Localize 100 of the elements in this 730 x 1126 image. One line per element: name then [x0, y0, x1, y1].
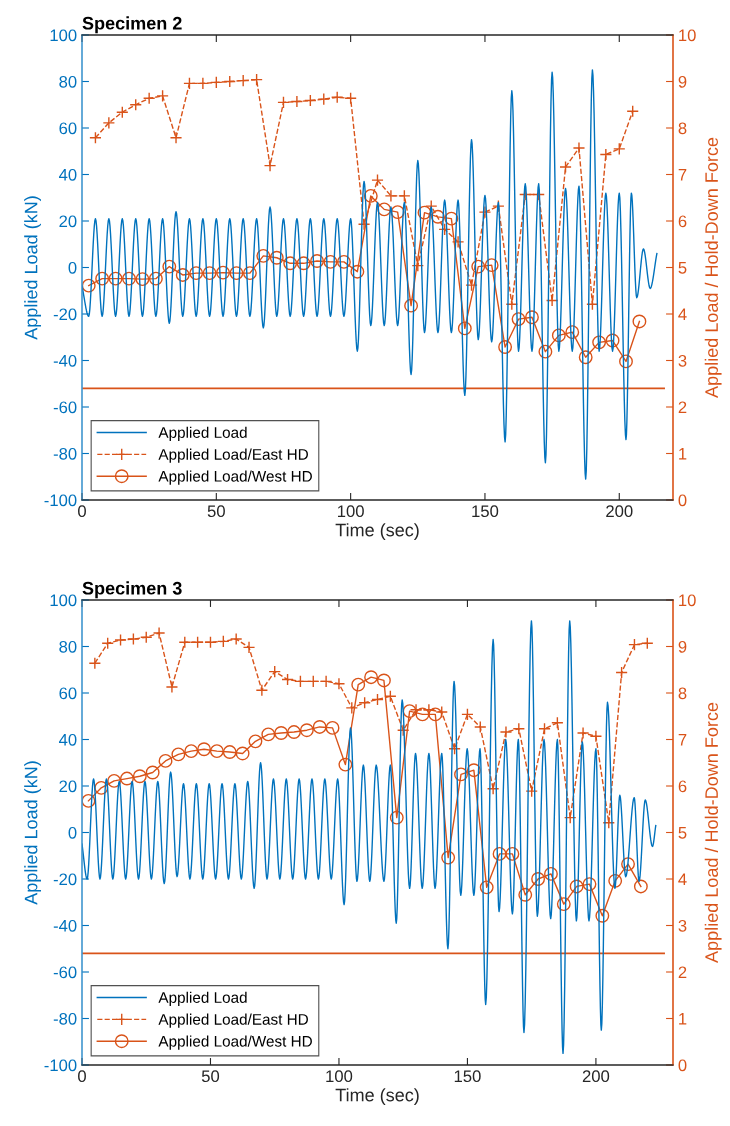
point: [565, 325, 580, 340]
point: [357, 218, 371, 231]
y2-tick-label: 6: [678, 215, 687, 228]
point: [415, 707, 430, 722]
point: [417, 205, 432, 220]
point: [344, 91, 357, 105]
point: [569, 879, 584, 894]
point: [628, 638, 641, 651]
point: [376, 673, 391, 688]
point: [576, 726, 590, 740]
point: [505, 297, 519, 311]
y2-tick-label: 2: [678, 966, 687, 979]
y-tick-label: 60: [59, 687, 77, 700]
point: [287, 725, 301, 740]
point: [169, 131, 183, 145]
point: [122, 271, 136, 286]
point: [102, 116, 116, 130]
point: [145, 765, 160, 780]
point: [505, 846, 520, 861]
point: [135, 272, 150, 287]
point: [619, 354, 633, 369]
point: [290, 95, 304, 108]
point: [435, 705, 448, 719]
point: [162, 259, 177, 274]
point: [229, 266, 244, 281]
point: [158, 753, 173, 768]
point: [484, 258, 499, 273]
point: [511, 312, 526, 327]
y2-tick-label: 1: [679, 1013, 687, 1025]
point: [525, 310, 539, 325]
y-tick-label: 40: [58, 733, 77, 746]
chart-title: Specimen 2: [82, 16, 182, 34]
point: [478, 205, 492, 219]
point: [281, 673, 294, 686]
point: [82, 793, 96, 808]
point: [592, 335, 607, 350]
y-tick-label: 100: [50, 29, 77, 42]
point: [350, 264, 365, 279]
point: [216, 265, 230, 280]
x-axis-title: Time (sec): [335, 1088, 419, 1105]
point: [210, 76, 223, 89]
point: [317, 92, 331, 106]
y2-tick-label: 5: [678, 827, 687, 839]
point: [345, 701, 359, 715]
y-axis-title: Applied Load (kN): [24, 761, 42, 905]
point: [217, 635, 230, 648]
point: [377, 202, 392, 217]
point: [108, 271, 123, 286]
point: [428, 707, 443, 722]
y-tick-label: 0: [68, 826, 77, 839]
y2-tick-label: 10: [679, 29, 696, 42]
y2-tick-label: 3: [678, 919, 687, 932]
x-tick-label: 50: [201, 1070, 220, 1083]
point: [229, 632, 243, 646]
point: [132, 769, 147, 784]
point: [236, 74, 250, 87]
point: [95, 271, 110, 286]
y2-tick-label: 0: [678, 1059, 687, 1072]
point: [256, 248, 271, 263]
y2-tick-label: 10: [679, 594, 696, 607]
legend-label: Applied Load: [158, 991, 247, 1006]
y2-tick-label: 0: [678, 494, 687, 507]
y-tick-label: -40: [53, 354, 77, 367]
point: [608, 873, 623, 888]
point: [274, 726, 289, 740]
point: [325, 720, 340, 735]
y2-tick-label: 3: [678, 354, 687, 367]
point: [165, 680, 179, 694]
point: [330, 91, 344, 104]
point: [525, 784, 538, 798]
point: [499, 725, 513, 739]
y-tick-label: -60: [53, 966, 77, 979]
point: [441, 850, 456, 865]
point: [544, 866, 558, 881]
x-axis-title: Time (sec): [335, 523, 419, 540]
point: [319, 675, 333, 688]
point: [235, 746, 250, 761]
y2-axis-title: Applied Load / Hold-Down Force: [704, 702, 722, 963]
y-tick-label: 60: [59, 122, 77, 135]
point: [296, 256, 311, 271]
y2-tick-label: 4: [678, 873, 687, 886]
x-tick-label: 100: [326, 1070, 353, 1083]
point: [556, 897, 571, 912]
point: [171, 747, 186, 762]
point: [572, 141, 586, 155]
point: [605, 333, 620, 348]
point: [492, 846, 507, 861]
point: [363, 188, 378, 203]
point: [156, 89, 169, 103]
point: [430, 209, 445, 224]
y2-tick-label: 7: [678, 169, 687, 181]
point: [323, 254, 338, 269]
chart-title: Specimen 3: [82, 581, 182, 599]
point: [390, 205, 405, 220]
point: [89, 131, 102, 145]
y2-tick-label: 6: [678, 780, 687, 793]
y-axis-title: Applied Load (kN): [24, 196, 42, 340]
point: [626, 105, 639, 118]
point: [461, 708, 474, 721]
y2-tick-label: 8: [678, 122, 687, 135]
